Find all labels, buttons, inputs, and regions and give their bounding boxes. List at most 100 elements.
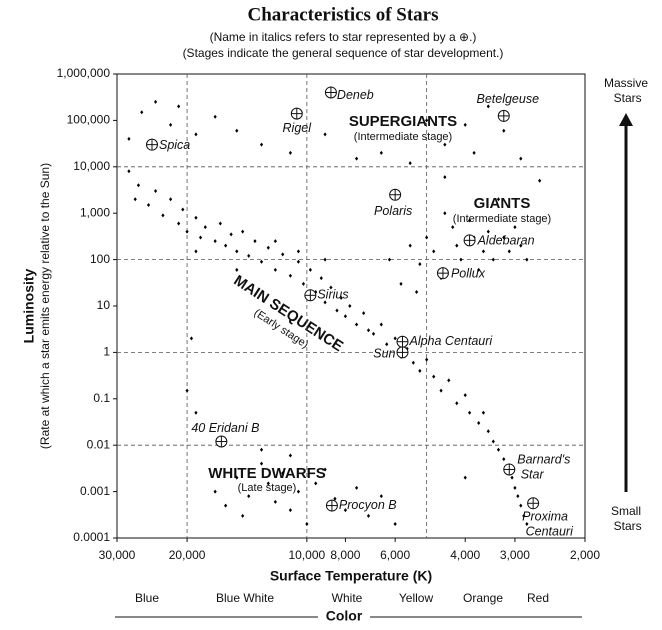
star-dot (127, 136, 131, 141)
star-dot (296, 249, 301, 254)
star-dot (477, 267, 481, 272)
star-dot (224, 503, 228, 508)
star-label: Procyon B (339, 498, 397, 512)
star-dot (366, 328, 371, 333)
star-dot (463, 475, 467, 480)
star-label: Proxima Centauri (522, 510, 574, 539)
star-dot (253, 239, 257, 244)
star-dot (288, 273, 292, 278)
star-dot (177, 221, 181, 226)
star-dot (185, 388, 189, 393)
star-dot (371, 331, 376, 336)
star-dot (213, 239, 217, 244)
star-dot (259, 461, 264, 466)
star-dot (379, 322, 383, 327)
star-dot (241, 513, 245, 518)
star-dot (432, 249, 436, 254)
star-dot (455, 243, 459, 248)
star-label: Spica (159, 138, 190, 152)
star-dot (296, 489, 301, 494)
star-dot (425, 118, 429, 123)
star-dot (136, 183, 141, 188)
star-label: Sun (373, 347, 395, 361)
star-label: 40 Eridani B (191, 421, 259, 435)
star-dot (447, 378, 451, 383)
star-dot (218, 221, 222, 226)
star-dot (455, 401, 459, 406)
x-tick-label: 20,000 (169, 548, 206, 562)
star-dot (247, 494, 251, 499)
star-dot (288, 453, 292, 458)
star-dot (319, 276, 323, 281)
star-label: Barnard's Star (517, 453, 570, 482)
star-dot (194, 410, 198, 415)
star-dot (459, 257, 463, 262)
star-dot (335, 308, 339, 313)
star-dot (519, 156, 523, 161)
star-dot (463, 122, 467, 127)
star-dot (301, 281, 306, 286)
y-tick-label: 0.1 (93, 391, 110, 405)
star-dot (266, 245, 270, 250)
star-dot (385, 342, 389, 347)
star-dot (314, 481, 318, 486)
star-dot (224, 243, 228, 248)
region-label: GIANTS (474, 195, 531, 212)
star-dot (472, 150, 476, 155)
star-dot (443, 175, 447, 180)
color-label: Yellow (399, 591, 434, 605)
star-dot (169, 122, 173, 127)
star-dot (519, 243, 523, 248)
star-dot (425, 357, 429, 362)
star-dot (399, 281, 403, 286)
star-dot (486, 104, 490, 109)
star-dot (305, 522, 309, 527)
star-dot (127, 169, 131, 174)
star-dot (467, 218, 472, 223)
star-dot (273, 267, 277, 272)
star-dot (481, 410, 486, 415)
star-dot (522, 513, 526, 518)
star-dot (393, 336, 397, 341)
star-dot (502, 235, 506, 240)
star-dot (288, 508, 292, 513)
x-tick-label: 3,000 (500, 548, 530, 562)
chart-title: Characteristics of Stars (247, 4, 438, 25)
star-dot (259, 142, 264, 147)
x-axis-title: Surface Temperature (K) (270, 568, 432, 584)
mass-arrow-head (619, 113, 633, 126)
star-dot (194, 132, 198, 137)
color-label: Orange (463, 591, 503, 605)
star-dot (491, 439, 495, 444)
star-dot (513, 485, 517, 490)
star-dot (408, 243, 412, 248)
region-stage: (Late stage) (238, 482, 297, 494)
star-label: Aldebaran (477, 234, 535, 248)
star-dot (153, 99, 158, 104)
color-label: Red (527, 591, 549, 605)
star-dot (418, 368, 422, 373)
x-tick-label: 10,000 (289, 548, 326, 562)
y-tick-label: 10,000 (73, 159, 110, 173)
star-dot (203, 225, 207, 230)
star-label: Alpha Centauri (408, 334, 493, 348)
star-dot (379, 494, 383, 499)
star-dot (443, 142, 447, 147)
y-tick-label: 1 (103, 345, 110, 359)
star-dot (343, 508, 348, 513)
mass-label: Massive Stars (604, 76, 648, 105)
star-dot (229, 232, 233, 237)
star-dot (288, 150, 292, 155)
y-tick-label: 1,000,000 (57, 66, 111, 80)
star-dot (333, 496, 337, 501)
mass-label: Small Stars (610, 504, 641, 533)
star-dot (169, 197, 173, 202)
star-dot (366, 513, 371, 518)
star-dot (177, 104, 181, 109)
star-dot (362, 311, 366, 316)
star-dot (425, 235, 429, 240)
color-label: Blue White (216, 591, 274, 605)
y-tick-label: 0.0001 (73, 530, 110, 544)
star-dot (496, 447, 501, 452)
star-dot (414, 290, 419, 295)
